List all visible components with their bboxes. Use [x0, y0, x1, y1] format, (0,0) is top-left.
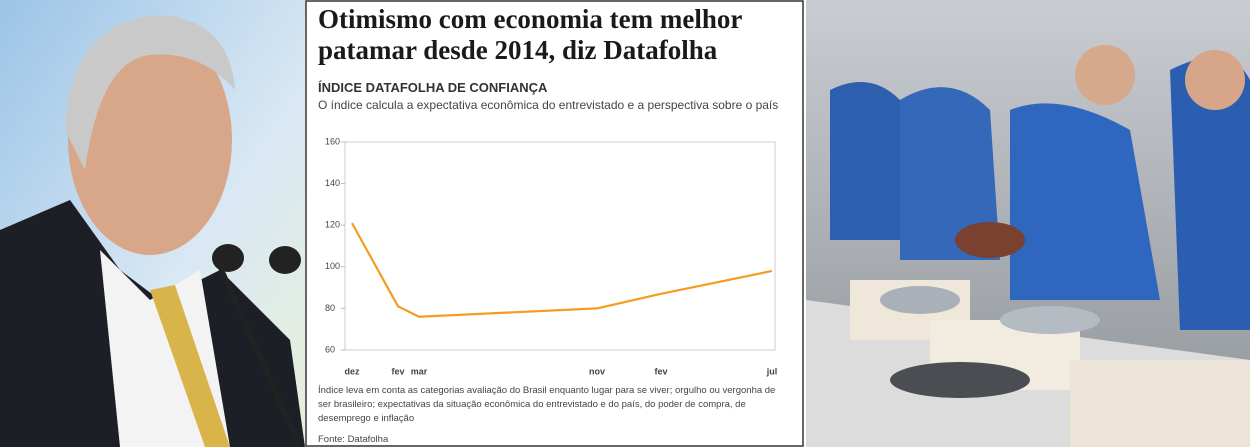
photo-left [0, 0, 305, 447]
chart-note: Índice leva em conta as categorias avali… [318, 385, 776, 424]
y-tick-label: 60 [325, 344, 335, 354]
y-tick-label: 100 [325, 261, 340, 271]
chart-subtitle: ÍNDICE DATAFOLHA DE CONFIANÇA [318, 80, 548, 95]
chart-title: Otimismo com economia tem melhor patamar… [318, 4, 742, 65]
x-tick-label: jul [766, 366, 778, 376]
x-tick-label: fev [654, 366, 667, 376]
y-tick-label: 160 [325, 136, 340, 146]
photo-right [806, 0, 1250, 447]
chart-description: O índice calcula a expectativa econômica… [318, 98, 779, 112]
x-tick-label: dez [344, 366, 360, 376]
chart-source: Fonte: Datafolha [318, 434, 389, 445]
chart-frame [305, 0, 804, 447]
x-tick-label: mar [411, 366, 428, 376]
x-tick-label: nov [589, 366, 605, 376]
plot-frame [344, 141, 776, 351]
y-tick-label: 80 [325, 303, 335, 313]
line [351, 222, 773, 318]
y-tick-label: 140 [325, 178, 340, 188]
y-tick-label: 120 [325, 220, 340, 230]
x-tick-label: fev [391, 366, 404, 376]
